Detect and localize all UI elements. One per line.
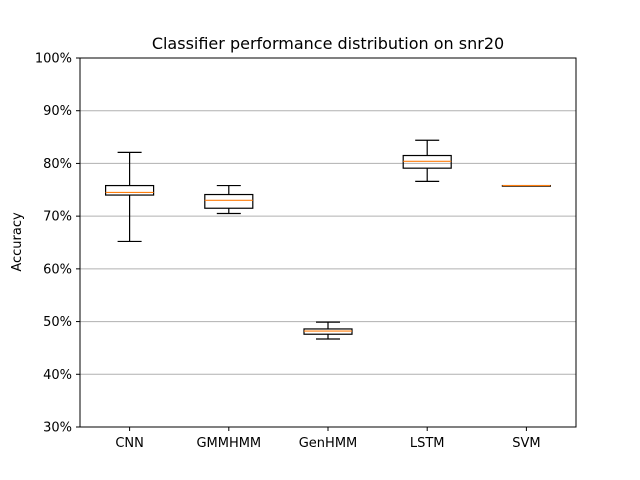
box xyxy=(204,193,254,209)
y-tick-label: 100% xyxy=(35,52,72,67)
x-tick-label: LSTM xyxy=(410,436,445,451)
chart-title: Classifier performance distribution on s… xyxy=(152,34,504,53)
y-tick-label: 50% xyxy=(43,315,72,330)
box-plots xyxy=(104,139,551,340)
y-tick-label: 80% xyxy=(43,157,72,172)
x-tick-label: CNN xyxy=(115,436,144,451)
box-plot-gmmhmm xyxy=(204,184,254,215)
y-tick-label: 90% xyxy=(43,104,72,119)
y-tick-label: 60% xyxy=(43,262,72,277)
grid-lines xyxy=(80,110,576,375)
x-axis: CNN GMMHMM GenHMM LSTM SVM xyxy=(115,427,541,451)
x-tick-label: GMMHMM xyxy=(196,436,261,451)
y-tick-label: 30% xyxy=(43,421,72,436)
x-tick-label: GenHMM xyxy=(299,436,358,451)
box-plot-lstm xyxy=(402,139,452,182)
box-plot-genhmm xyxy=(303,321,353,340)
y-tick-label: 40% xyxy=(43,368,72,383)
box-plot-cnn xyxy=(104,151,155,243)
y-axis: 30% 40% 50% 60% 70% 80% 90% 100% xyxy=(35,52,80,436)
box-plot-svm xyxy=(501,184,551,187)
y-tick-label: 70% xyxy=(43,210,72,225)
y-axis-label: Accuracy xyxy=(10,212,25,272)
box xyxy=(104,184,155,196)
x-tick-label: SVM xyxy=(512,436,540,451)
